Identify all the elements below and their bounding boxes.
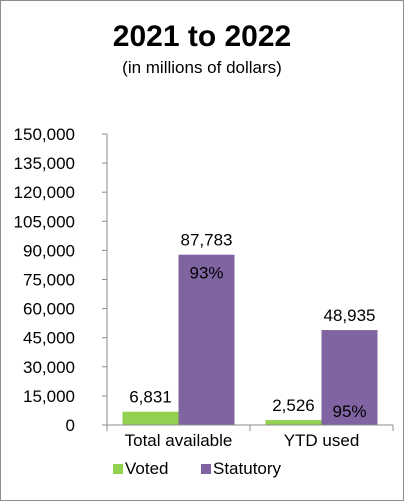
data-label: 48,935 (324, 306, 376, 325)
chart-title: 2021 to 2022 (113, 20, 291, 53)
y-tick-label: 135,000 (14, 154, 75, 173)
y-tick-label: 75,000 (23, 271, 75, 290)
y-tick-label: 105,000 (14, 212, 75, 231)
data-label: 6,831 (129, 388, 172, 407)
y-tick-label: 45,000 (23, 329, 75, 348)
data-labels-group: 6,831 87,783 2,526 48,935 93% 95% (129, 231, 375, 421)
legend-swatch-statutory (201, 464, 211, 474)
x-axis: Total available YTD used (106, 424, 394, 450)
bar-statutory-0 (178, 254, 235, 425)
bar-voted-0 (122, 411, 179, 425)
percent-label: 93% (189, 264, 223, 283)
y-tick-label: 90,000 (23, 241, 75, 260)
chart-subtitle: (in millions of dollars) (122, 58, 282, 77)
bar-voted-1 (265, 420, 322, 425)
legend-swatch-voted (113, 464, 123, 474)
y-tick-label: 15,000 (23, 387, 75, 406)
y-tick-label: 30,000 (23, 358, 75, 377)
bar-statutory-1 (321, 330, 378, 425)
x-category-label: Total available (125, 431, 233, 450)
x-category-label: YTD used (284, 431, 360, 450)
data-label: 87,783 (181, 231, 233, 250)
y-tick-label: 150,000 (14, 125, 75, 144)
legend-label: Voted (125, 459, 169, 478)
legend: Voted Statutory (113, 459, 282, 478)
percent-label: 95% (332, 402, 366, 421)
bars-group (122, 254, 378, 425)
y-tick-label: 0 (66, 416, 75, 435)
legend-label: Statutory (213, 459, 282, 478)
y-tick-label: 60,000 (23, 300, 75, 319)
y-tick-label: 120,000 (14, 183, 75, 202)
data-label: 2,526 (272, 396, 315, 415)
y-axis: 0 15,000 30,000 45,000 60,000 75,000 90,000 105… (14, 125, 108, 435)
